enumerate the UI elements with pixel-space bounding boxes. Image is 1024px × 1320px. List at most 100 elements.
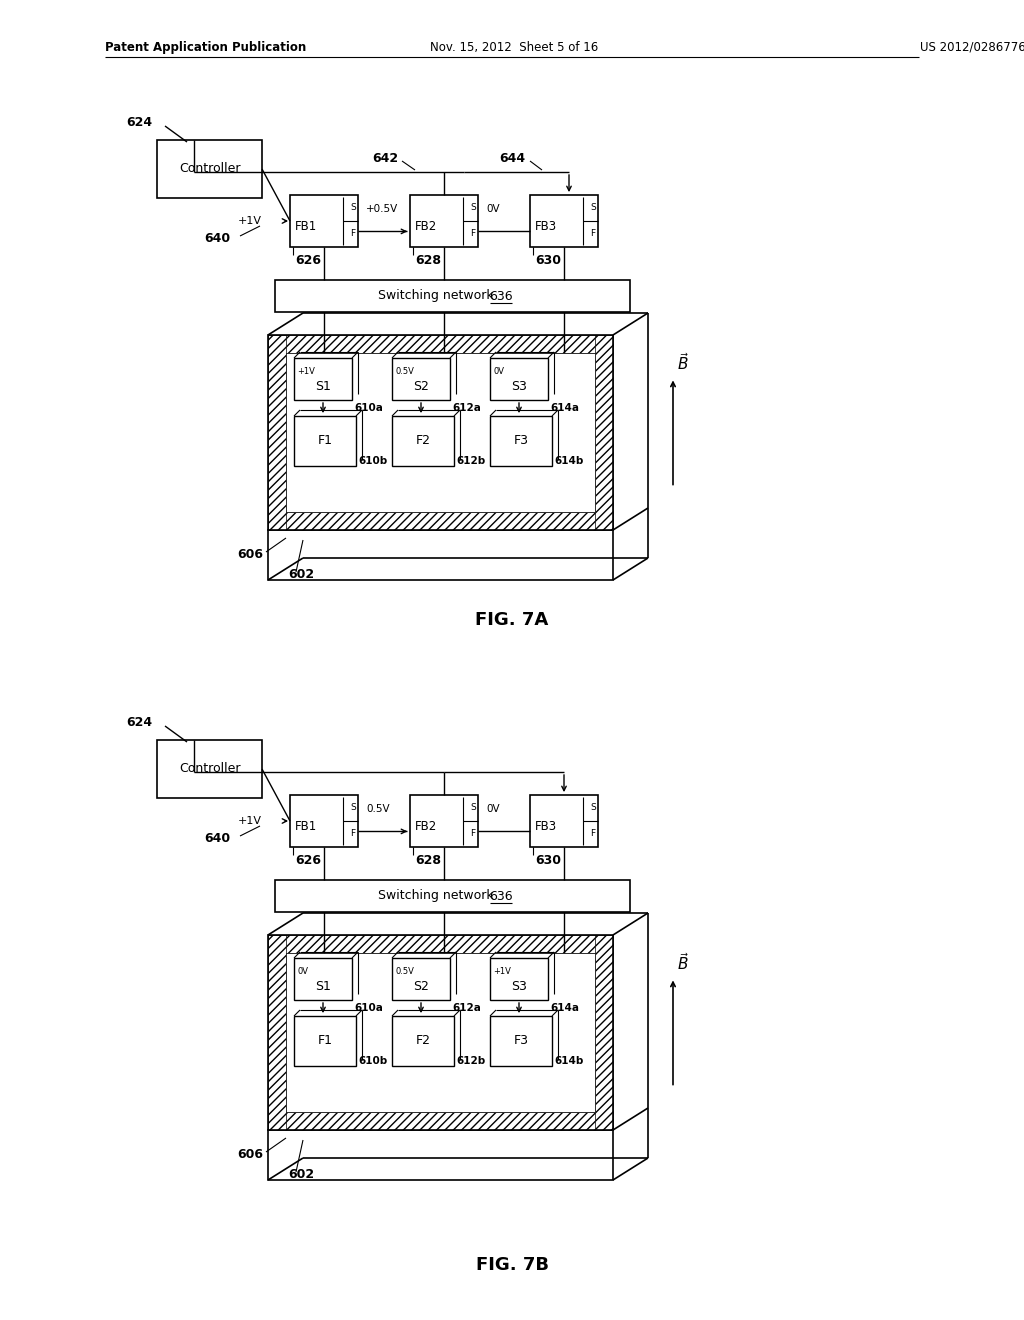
Text: 606: 606	[237, 549, 263, 561]
Text: S2: S2	[413, 979, 429, 993]
Text: F: F	[591, 228, 596, 238]
Text: 636: 636	[488, 289, 512, 302]
Bar	[530, 195, 598, 247]
Text: 612a: 612a	[452, 1003, 481, 1012]
Bar	[392, 1016, 454, 1067]
Bar	[595, 335, 613, 531]
Text: 640: 640	[204, 833, 230, 846]
Bar	[410, 195, 478, 247]
Text: +1V: +1V	[238, 816, 262, 826]
Text: F3: F3	[513, 434, 528, 447]
Text: S: S	[590, 202, 596, 211]
Bar	[294, 958, 352, 1001]
Bar	[294, 416, 356, 466]
Text: F2: F2	[416, 1035, 430, 1048]
Text: $\vec{B}$: $\vec{B}$	[677, 952, 689, 973]
Text: $\vec{B}$: $\vec{B}$	[677, 352, 689, 374]
Text: 0V: 0V	[486, 205, 500, 214]
Text: S3: S3	[511, 380, 527, 392]
Text: 610b: 610b	[358, 1056, 387, 1067]
Text: 630: 630	[535, 854, 561, 867]
Text: S: S	[590, 803, 596, 812]
Text: 640: 640	[204, 232, 230, 246]
Bar	[392, 358, 450, 400]
Bar	[490, 358, 548, 400]
Text: 614b: 614b	[554, 1056, 584, 1067]
Text: 630: 630	[535, 255, 561, 268]
Bar	[268, 512, 613, 531]
Text: 612a: 612a	[452, 403, 481, 413]
Bar	[290, 195, 358, 247]
Text: US 2012/0286776 A1: US 2012/0286776 A1	[920, 41, 1024, 54]
Bar	[490, 958, 548, 1001]
Text: +0.5V: +0.5V	[366, 205, 398, 214]
Text: 624: 624	[126, 715, 152, 729]
Text: +1V: +1V	[297, 367, 314, 375]
Bar	[157, 741, 262, 799]
Text: 612b: 612b	[456, 1056, 485, 1067]
Text: F: F	[350, 228, 355, 238]
Text: 0V: 0V	[486, 804, 500, 814]
Bar	[294, 1016, 356, 1067]
Bar	[294, 358, 352, 400]
Text: 614a: 614a	[550, 1003, 579, 1012]
Text: FB2: FB2	[415, 820, 437, 833]
Bar	[268, 935, 613, 1130]
Bar	[268, 935, 613, 953]
Text: 644: 644	[499, 152, 525, 165]
Text: FB3: FB3	[535, 219, 557, 232]
Bar	[268, 335, 613, 352]
Bar	[268, 335, 613, 531]
Text: S: S	[350, 803, 356, 812]
Text: 624: 624	[126, 116, 152, 128]
Text: FB1: FB1	[295, 219, 317, 232]
Text: F2: F2	[416, 434, 430, 447]
Text: F: F	[470, 829, 475, 837]
Bar	[268, 531, 613, 579]
Text: Switching network: Switching network	[378, 289, 498, 302]
Bar	[392, 958, 450, 1001]
Text: FB2: FB2	[415, 219, 437, 232]
Bar	[268, 335, 286, 531]
Bar	[290, 795, 358, 847]
Text: FB1: FB1	[295, 820, 317, 833]
Text: 610b: 610b	[358, 455, 387, 466]
Bar	[275, 880, 630, 912]
Bar	[490, 1016, 552, 1067]
Text: 606: 606	[237, 1148, 263, 1162]
Text: 626: 626	[295, 255, 321, 268]
Text: FIG. 7B: FIG. 7B	[475, 1257, 549, 1274]
Bar	[157, 140, 262, 198]
Text: 614a: 614a	[550, 403, 579, 413]
Text: F: F	[470, 228, 475, 238]
Text: +1V: +1V	[493, 966, 511, 975]
Text: Switching network: Switching network	[378, 890, 498, 903]
Text: F3: F3	[513, 1035, 528, 1048]
Bar	[268, 1111, 613, 1130]
Text: 626: 626	[295, 854, 321, 867]
Text: 0.5V: 0.5V	[395, 367, 414, 375]
Text: F: F	[591, 829, 596, 837]
Bar	[286, 953, 595, 1111]
Bar	[268, 935, 286, 1130]
Text: Controller: Controller	[179, 763, 241, 776]
Text: 0V: 0V	[297, 966, 308, 975]
Text: 628: 628	[415, 255, 441, 268]
Text: 0.5V: 0.5V	[395, 966, 414, 975]
Text: F: F	[350, 829, 355, 837]
Text: S3: S3	[511, 979, 527, 993]
Bar	[286, 352, 595, 512]
Text: S: S	[470, 803, 476, 812]
Bar	[268, 1130, 613, 1180]
Bar	[530, 795, 598, 847]
Text: 642: 642	[372, 152, 398, 165]
Text: 636: 636	[488, 890, 512, 903]
Bar	[595, 935, 613, 1130]
Text: F1: F1	[317, 434, 333, 447]
Text: FB3: FB3	[535, 820, 557, 833]
Bar	[392, 416, 454, 466]
Text: S: S	[350, 202, 356, 211]
Text: 602: 602	[288, 1168, 314, 1181]
Text: FIG. 7A: FIG. 7A	[475, 611, 549, 630]
Text: 610a: 610a	[354, 403, 383, 413]
